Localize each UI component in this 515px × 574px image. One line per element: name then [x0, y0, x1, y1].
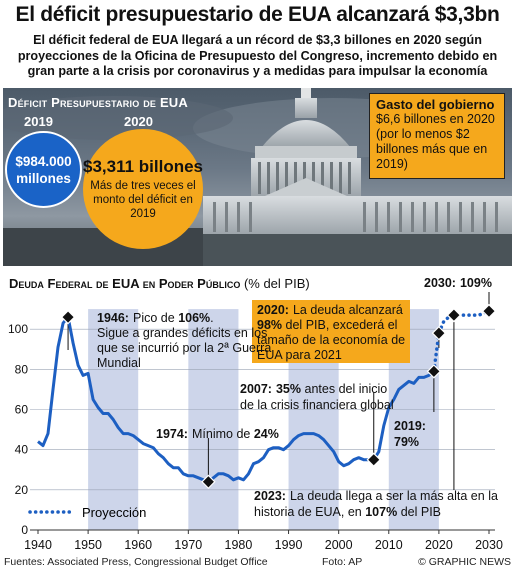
y-tick-label: 80	[15, 362, 29, 376]
annotation-2020: 2020: La deuda alcanzará 98% del PIB, exc…	[257, 303, 409, 362]
marker-1974	[201, 474, 216, 490]
annotation-1974: 1974: Mínimo de 24%	[156, 427, 279, 441]
year-2019-label: 2019	[24, 114, 53, 129]
marker-2019	[426, 364, 442, 379]
y-tick-label: 100	[8, 322, 28, 336]
annotation-2030: 2030: 109%	[424, 276, 492, 290]
y-tick-label: 60	[15, 403, 29, 417]
spending-title: Gasto del gobierno	[376, 97, 495, 112]
x-tick-label: 2030	[475, 538, 503, 552]
footer-photo-credit: Foto: AP	[322, 556, 363, 568]
y-axis-ticks: 0 20 40 60 80 100	[8, 322, 28, 537]
spending-box: Gasto del gobierno $6,6 billones en 2020…	[369, 93, 505, 179]
annotation-2023: 2023: La deuda llega a ser la más alta en…	[254, 489, 501, 519]
x-tick-label: 1970	[174, 538, 202, 552]
decade-bands	[88, 309, 439, 530]
footer-sources: Fuentes: Associated Press, Congressional…	[4, 556, 268, 568]
chart-gridlines	[30, 328, 495, 531]
deficit-2020-value: $3,311 billones	[83, 157, 204, 176]
deficit-2020-circle: $3,311 billones Más de tres veces el mon…	[83, 129, 203, 249]
page-subtitle: El déficit federal de EUA llegará a un r…	[17, 33, 498, 78]
chart-title-main: Deuda Federal de EUA en Poder Público	[9, 276, 241, 291]
deficit-2019-value: $984.000 millones	[15, 153, 72, 186]
chart-title: Deuda Federal de EUA en Poder Público (%…	[9, 276, 310, 291]
annotation-1946: 1946: Pico de 106%. Sigue a grandes défic…	[97, 311, 275, 370]
deficit-2019-circle: $984.000 millones	[5, 131, 82, 208]
page-title: El déficit presupuestario de EUA alcanza…	[15, 3, 500, 26]
x-tick-label: 1980	[225, 538, 253, 552]
marker-2007	[366, 452, 381, 467]
annotation-texts: 1946: Pico de 106%. Sigue a grandes défic…	[97, 276, 501, 519]
y-tick-label: 40	[15, 443, 29, 457]
y-tick-label: 0	[21, 523, 28, 537]
decade-band-1970	[188, 309, 239, 530]
year-2020-label: 2020	[124, 114, 153, 129]
y-tick-label: 20	[15, 483, 29, 497]
footer-graphic-news: © GRAPHIC NEWS	[418, 556, 511, 568]
deficit-heading: Déficit Presupuestario de EUA	[8, 95, 188, 110]
x-axis-ticks: 1940 1950 1960 1970 1980 1990 2000 2010 2020 2030	[24, 530, 503, 552]
x-tick-label: 1960	[124, 538, 152, 552]
marker-2020	[431, 325, 447, 341]
annotation-2020-box	[252, 300, 410, 363]
marker-2023	[446, 307, 462, 323]
spending-body: $6,6 billones en 2020 (por lo menos $2 b…	[376, 112, 495, 171]
annotation-2007: 2007: 35% antes del inicio de la crisis f…	[240, 382, 394, 412]
marker-2030	[481, 303, 497, 319]
x-tick-label: 2020	[425, 538, 453, 552]
x-tick-label: 2000	[325, 538, 353, 552]
projection-series-line	[432, 309, 491, 374]
annotation-2019: 2019: 79%	[394, 419, 426, 449]
legend-projection-label: Proyección	[82, 505, 146, 520]
annotation-markers	[60, 303, 497, 490]
x-tick-label: 1950	[74, 538, 102, 552]
x-tick-label: 1990	[275, 538, 303, 552]
x-tick-label: 1940	[24, 538, 52, 552]
marker-1946	[60, 309, 76, 325]
x-tick-label: 2010	[375, 538, 403, 552]
chart-title-unit: (% del PIB)	[243, 276, 310, 291]
footer: Fuentes: Associated Press, Congressional…	[4, 556, 511, 568]
legend: Proyección	[28, 505, 146, 520]
deficit-2020-note: Más de tres veces el monto del déficit e…	[90, 180, 196, 220]
